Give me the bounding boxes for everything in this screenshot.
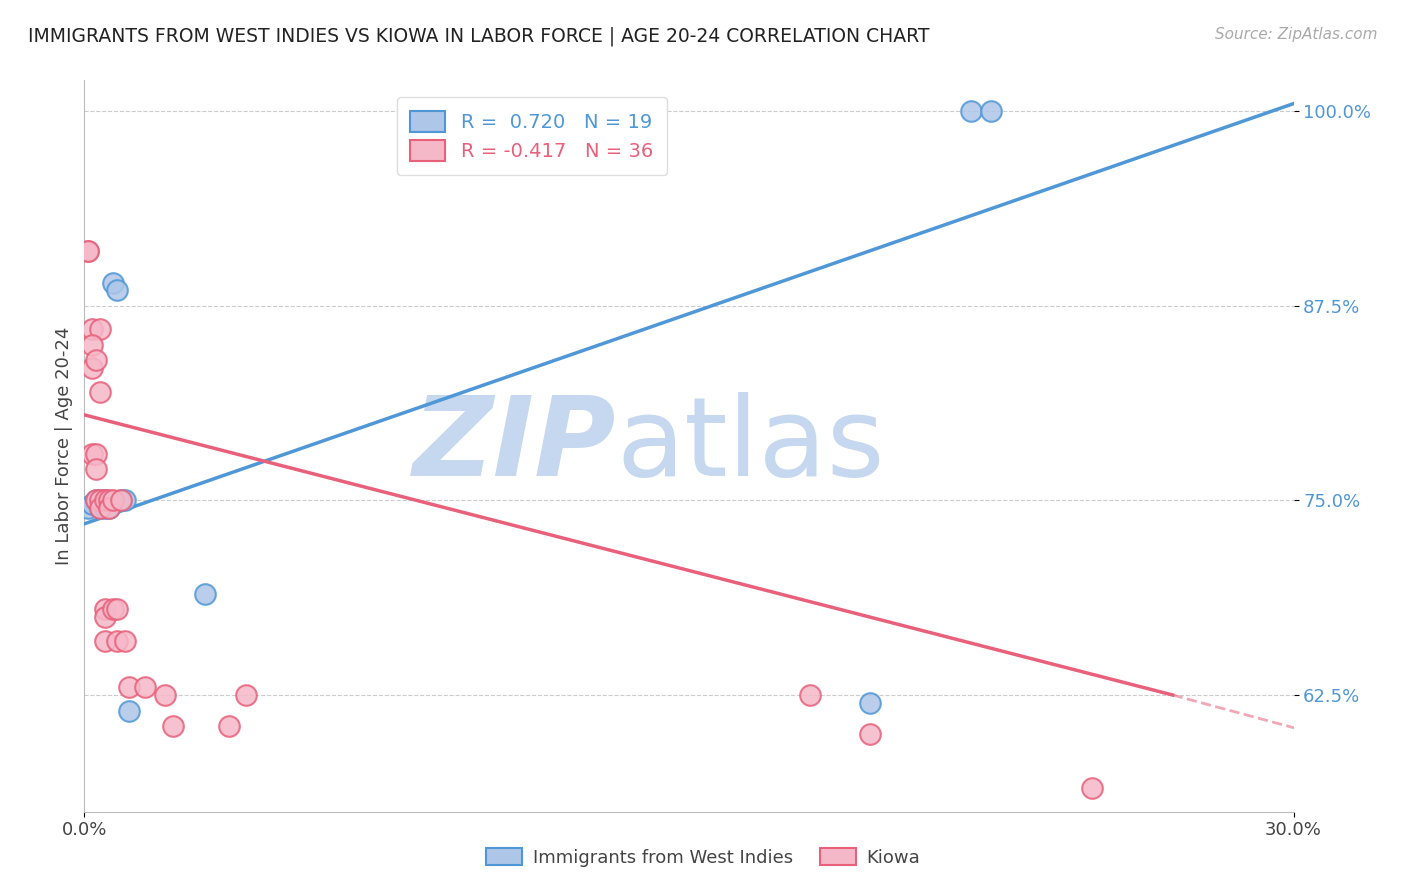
Point bbox=[194, 587, 217, 601]
Point bbox=[105, 602, 128, 616]
Text: ZIP: ZIP bbox=[413, 392, 616, 500]
Point bbox=[97, 501, 120, 516]
Point bbox=[1081, 781, 1104, 796]
Point bbox=[97, 497, 120, 511]
Point bbox=[77, 244, 100, 259]
Point bbox=[93, 501, 115, 516]
Point bbox=[86, 447, 108, 461]
Point bbox=[134, 680, 156, 694]
Point bbox=[86, 493, 108, 508]
Point bbox=[97, 501, 120, 516]
Point bbox=[89, 322, 111, 336]
Point bbox=[82, 361, 104, 376]
Point bbox=[89, 384, 111, 399]
Point bbox=[162, 719, 184, 733]
Point bbox=[859, 727, 882, 741]
Point bbox=[89, 501, 111, 516]
Point bbox=[218, 719, 240, 733]
Text: atlas: atlas bbox=[616, 392, 884, 500]
Point bbox=[82, 322, 104, 336]
Point bbox=[118, 680, 141, 694]
Point bbox=[82, 497, 104, 511]
Point bbox=[799, 688, 821, 702]
Point bbox=[101, 602, 124, 616]
Point bbox=[110, 493, 132, 508]
Point bbox=[93, 610, 115, 624]
Point bbox=[105, 633, 128, 648]
Text: Source: ZipAtlas.com: Source: ZipAtlas.com bbox=[1215, 27, 1378, 42]
Point bbox=[86, 462, 108, 476]
Point bbox=[77, 501, 100, 516]
Point bbox=[960, 104, 983, 119]
Point bbox=[118, 704, 141, 718]
Point bbox=[89, 493, 111, 508]
Point bbox=[86, 493, 108, 508]
Point bbox=[86, 353, 108, 368]
Point bbox=[93, 602, 115, 616]
Text: IMMIGRANTS FROM WEST INDIES VS KIOWA IN LABOR FORCE | AGE 20-24 CORRELATION CHAR: IMMIGRANTS FROM WEST INDIES VS KIOWA IN … bbox=[28, 27, 929, 46]
Point bbox=[89, 501, 111, 516]
Point bbox=[110, 493, 132, 508]
Point bbox=[89, 493, 111, 508]
Point bbox=[153, 688, 176, 702]
Point bbox=[105, 284, 128, 298]
Point bbox=[980, 104, 1002, 119]
Point bbox=[114, 633, 136, 648]
Point bbox=[235, 688, 257, 702]
Point bbox=[101, 276, 124, 290]
Point bbox=[93, 497, 115, 511]
Point bbox=[1161, 828, 1184, 842]
Point bbox=[97, 493, 120, 508]
Point bbox=[114, 493, 136, 508]
Legend: R =  0.720   N = 19, R = -0.417   N = 36: R = 0.720 N = 19, R = -0.417 N = 36 bbox=[396, 97, 666, 175]
Point bbox=[93, 633, 115, 648]
Point bbox=[82, 338, 104, 352]
Point bbox=[859, 696, 882, 710]
Point bbox=[93, 493, 115, 508]
Y-axis label: In Labor Force | Age 20-24: In Labor Force | Age 20-24 bbox=[55, 326, 73, 566]
Point bbox=[82, 447, 104, 461]
Point bbox=[101, 493, 124, 508]
Point bbox=[93, 493, 115, 508]
Legend: Immigrants from West Indies, Kiowa: Immigrants from West Indies, Kiowa bbox=[478, 841, 928, 874]
Point bbox=[77, 244, 100, 259]
